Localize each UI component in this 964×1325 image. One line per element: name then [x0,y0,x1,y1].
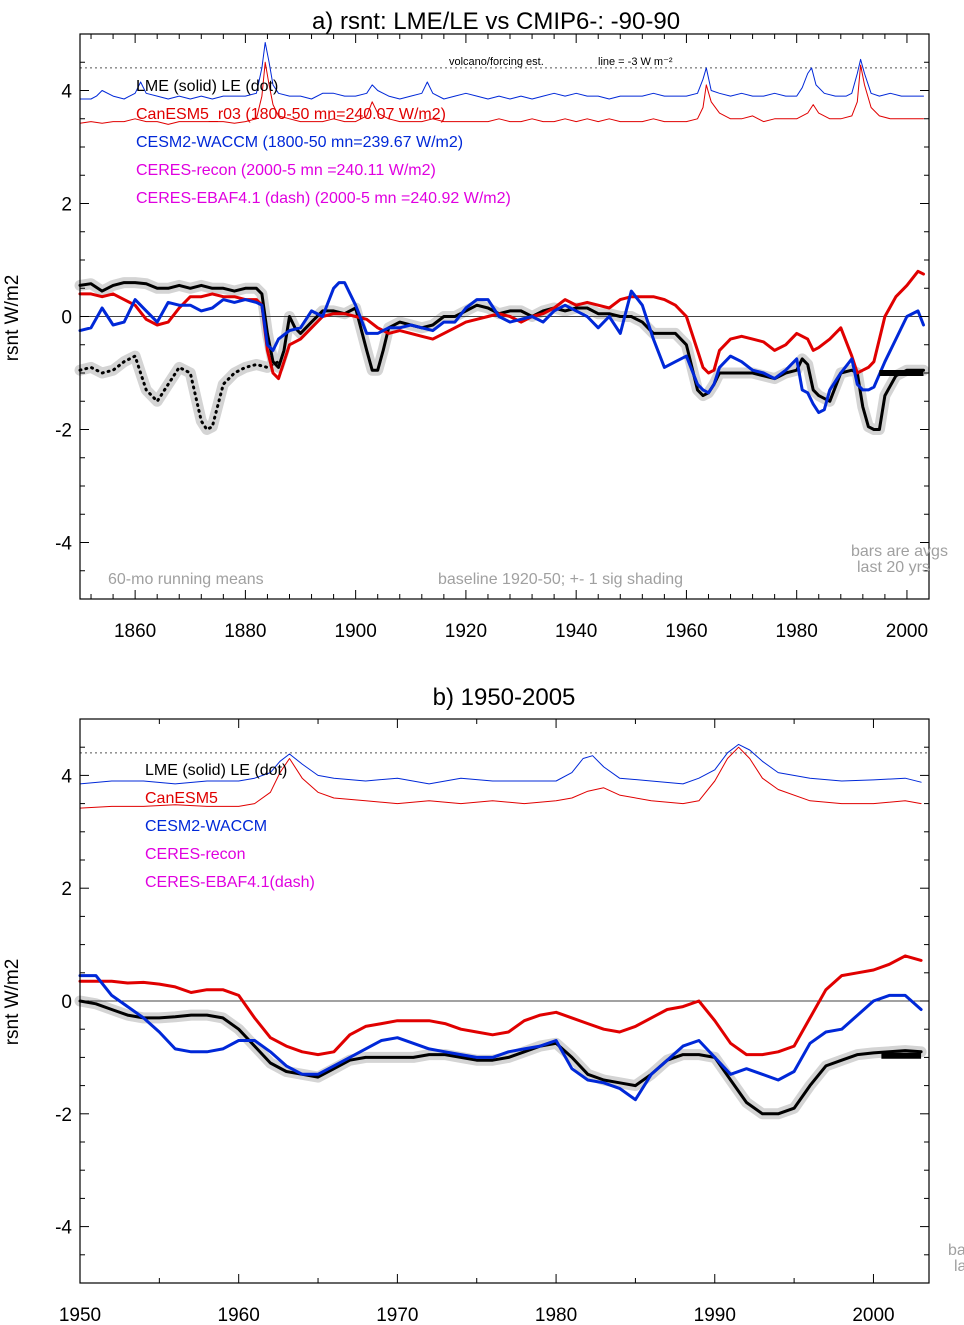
y-tick-label: 2 [61,195,72,216]
panel-a-note-running-means: 60-mo running means [108,571,264,588]
legend-item-cesm2-waccm: CESM2-WACCM (1800-50 mn=239.67 W/m2) [136,134,463,151]
x-tick-label: 1940 [555,621,597,642]
series-line-canesm5 [78,954,923,1057]
series-line-volcano-canesm5 [79,61,924,125]
x-tick-label: 1960 [665,621,707,642]
legend-item-lme: LME (solid) LE (dot) [136,78,278,95]
panel-a-series [78,42,925,431]
legend-item-canesm5: CanESM5_r03 (1800-50 mn=240.07 W/m2) [136,106,446,123]
x-tick-label: 1980 [776,621,818,642]
panel-a-y-axis-label: rsnt W/m2 [2,275,23,362]
legend-item-ceres-ebaf: CERES-EBAF4.1 (dash) (2000-5 mn =240.92 … [136,190,511,207]
panel-b-axes: 4 2 0 -2 -4 1950 1960 1970 1980 1990 2000 [55,718,930,1325]
x-tick-label: 1950 [59,1305,101,1325]
panel-a-title: a) rsnt: LME/LE vs CMIP6-: -90-90 [312,8,680,35]
panel-b: b) 1950-2005 rsnt W/m2 4 2 0 -2 -4 1950 1960 19… [2,684,964,1325]
panel-b-legend: LME (solid) LE (dot) CanESM5 CESM2-WACCM… [145,762,315,891]
y-tick-label: 4 [61,766,72,787]
y-tick-label: -4 [55,1218,72,1239]
panel-a-uncertainty-shading [74,277,929,435]
panel-a-volcano-note: volcano/forcing est. [449,56,544,68]
series-line-volcano-canesm5 [79,746,922,809]
panel-b-title: b) 1950-2005 [433,684,576,711]
series-line-cesm2-waccm [78,974,923,1102]
panel-b-note-bars-2: la [954,1258,964,1275]
legend-item-ceres-ebaf: CERES-EBAF4.1(dash) [145,874,315,891]
series-line-cesm2-waccm [78,281,925,415]
y-tick-label: 2 [61,879,72,900]
panel-a-note-bars-1: bars are avgs [851,543,948,560]
y-tick-label: 4 [61,82,72,103]
series-line-volcano-lme [79,743,922,785]
legend-item-lme: LME (solid) LE (dot) [145,762,287,779]
x-tick-label: 2000 [886,621,928,642]
legend-item-ceres-recon: CERES-recon (2000-5 mn =240.11 W/m2) [136,162,436,179]
y-tick-label: 0 [61,992,72,1013]
x-tick-label: 1980 [535,1305,577,1325]
panel-a-axes: 4 2 0 -2 -4 1860 1880 1900 1920 1940 1960 1980 2000 [55,33,930,642]
series-line-canesm5-r03 [78,269,925,381]
y-tick-label: -2 [55,421,72,442]
series-line-lme-solid [78,999,923,1116]
y-tick-label: 0 [61,308,72,329]
x-tick-label: 2000 [852,1305,894,1325]
x-tick-label: 1860 [114,621,156,642]
series-line-volcano-lme [79,42,924,100]
legend-item-cesm2-waccm: CESM2-WACCM [145,818,267,835]
panel-b-reference-lines [80,752,929,1002]
y-tick-label: -2 [55,1105,72,1126]
panel-a: a) rsnt: LME/LE vs CMIP6-: -90-90 rsnt W… [2,8,948,642]
panel-a-legend: LME (solid) LE (dot) CanESM5_r03 (1800-5… [136,78,511,207]
x-tick-label: 1880 [224,621,266,642]
x-tick-label: 1960 [218,1305,260,1325]
shading-band [74,277,929,435]
series-line-le-dot [78,354,280,431]
x-tick-label: 1920 [445,621,487,642]
panel-b-note-bars-1: ba [948,1242,964,1259]
x-tick-label: 1970 [376,1305,418,1325]
series-line-lme-solid [78,281,925,431]
panel-b-series [78,743,923,1116]
legend-item-ceres-recon: CERES-recon [145,846,245,863]
x-tick-label: 1990 [694,1305,736,1325]
y-tick-label: -4 [55,534,72,555]
panel-a-note-baseline: baseline 1920-50; +- 1 sig shading [438,571,683,588]
panel-a-note-bars-2: last 20 yrs [857,559,930,576]
panel-b-y-axis-label: rsnt W/m2 [2,959,23,1046]
x-tick-label: 1900 [335,621,377,642]
panel-a-line-note: line = -3 W m⁻² [598,56,673,68]
legend-item-canesm5: CanESM5 [145,790,218,807]
